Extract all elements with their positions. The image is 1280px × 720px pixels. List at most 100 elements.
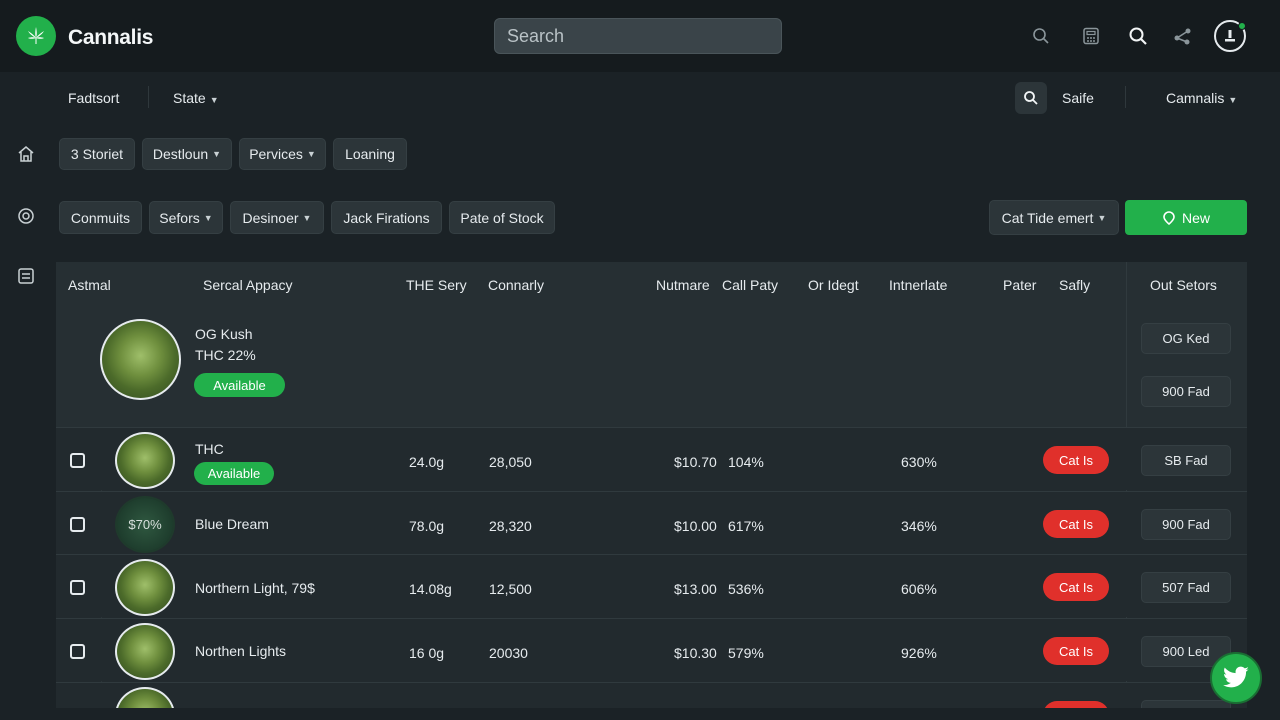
table-header: Astmal Sercal Appacy THE Sery Connarly N…	[56, 262, 1247, 307]
column-header[interactable]: Or Idegt	[808, 277, 859, 293]
product-name: Northern Light, 79$	[195, 580, 315, 596]
safe-search-button[interactable]	[1015, 82, 1047, 114]
price-cell: $10.00	[674, 518, 717, 534]
divider	[148, 86, 149, 108]
column-header[interactable]: Out Setors	[1150, 277, 1217, 293]
share-icon[interactable]	[1173, 26, 1193, 46]
status-tag[interactable]: Cat Is	[1043, 446, 1109, 474]
user-icon	[1225, 30, 1235, 42]
column-header[interactable]: Safly	[1059, 277, 1091, 293]
search-icon[interactable]	[1031, 26, 1051, 46]
product-image	[100, 319, 181, 400]
filter-chip-desinoer[interactable]: Desinoer ▼	[230, 201, 324, 234]
row-checkbox[interactable]	[70, 580, 85, 595]
column-header[interactable]: Intnerlate	[889, 277, 948, 293]
cannabis-logo-icon[interactable]	[16, 16, 56, 56]
account-dropdown[interactable]: Camnalis ▼	[1166, 90, 1237, 106]
new-button[interactable]: New	[1125, 200, 1247, 235]
filter-chip-stories[interactable]: 3 Storiet	[59, 138, 135, 170]
filter-chip-pervices[interactable]: Pervices ▼	[239, 138, 326, 170]
price-cell: $10.30	[674, 645, 717, 661]
chip-label: Sefors	[159, 209, 200, 226]
target-icon[interactable]	[16, 206, 36, 226]
column-header[interactable]: Connarly	[488, 277, 545, 293]
chip-label: Pervices	[249, 146, 303, 162]
percent-cell: 617%	[728, 518, 764, 534]
search-icon	[1024, 91, 1038, 105]
twitter-share-button[interactable]	[1210, 652, 1262, 704]
search-input[interactable]	[494, 18, 782, 54]
chip-label: 3 Storiet	[70, 146, 124, 162]
chip-label: Loaning	[345, 146, 395, 162]
product-image	[115, 623, 175, 680]
column-header[interactable]: Astmal	[68, 277, 111, 293]
table-row[interactable]	[56, 682, 1247, 708]
action-button[interactable]: 507 Fad	[1141, 572, 1231, 603]
weight-cell: 78.0g	[409, 518, 445, 534]
quantity-cell: 28,050	[489, 454, 532, 470]
chevron-down-icon: ▼	[212, 149, 222, 159]
action-button[interactable]: 900 Fad	[1141, 509, 1231, 540]
home-icon[interactable]	[16, 144, 36, 164]
table-row[interactable]: Northen Lights 16 0g 20030 $10.30 579% 9…	[56, 618, 1247, 681]
status-tag[interactable]: Cat Is	[1043, 573, 1109, 601]
chip-label: Jack Firations	[343, 209, 430, 226]
column-header[interactable]: Pater	[1003, 277, 1037, 293]
subnav-safe-label: Saife	[1062, 90, 1094, 106]
row-checkbox[interactable]	[70, 644, 85, 659]
featured-row[interactable]: OG Kush THC 22% Available OG Ked 900 Fad	[56, 307, 1247, 427]
product-image: $70%	[115, 496, 175, 553]
subnav-item-fadtsort[interactable]: Fadtsort	[68, 90, 120, 106]
subnav-item-state[interactable]: State ▼	[173, 90, 219, 106]
status-tag[interactable]	[1043, 701, 1109, 708]
table-row[interactable]: Northern Light, 79$ 14.08g 12,500 $13.00…	[56, 554, 1247, 617]
list-icon[interactable]	[16, 266, 36, 286]
search-alt-icon[interactable]	[1128, 26, 1148, 46]
inventory-table: Astmal Sercal Appacy THE Sery Connarly N…	[56, 262, 1247, 708]
status-badge: Available	[194, 462, 274, 485]
calculator-icon[interactable]	[1081, 26, 1101, 46]
action-button[interactable]	[1141, 700, 1231, 708]
filter-chip-pate-of-stock[interactable]: Pate of Stock	[449, 201, 555, 234]
rate-cell: 606%	[901, 581, 937, 597]
rate-cell: 926%	[901, 645, 937, 661]
table-row[interactable]: $70% Blue Dream 78.0g 28,320 $10.00 617%…	[56, 491, 1247, 554]
table-row[interactable]: THC Available 24.0g 28,050 $10.70 104% 6…	[56, 427, 1247, 490]
divider	[1125, 86, 1126, 108]
filter-chip-loaning[interactable]: Loaning	[333, 138, 407, 170]
status-badge: Available	[194, 373, 285, 397]
column-header[interactable]: Nutmare	[656, 277, 710, 293]
action-button[interactable]: SB Fad	[1141, 445, 1231, 476]
product-image	[115, 687, 175, 708]
quantity-cell: 20030	[489, 645, 528, 661]
chevron-down-icon: ▼	[203, 212, 213, 223]
chip-label: Destloun	[152, 146, 209, 162]
account-label: Camnalis	[1166, 90, 1225, 106]
price-cell: $10.70	[674, 454, 717, 470]
row-checkbox[interactable]	[70, 517, 85, 532]
status-tag[interactable]: Cat Is	[1043, 637, 1109, 665]
chevron-down-icon: ▼	[1097, 212, 1107, 223]
sub-nav: Fadtsort State ▼ Saife Camnalis ▼	[0, 72, 1280, 124]
weight-cell: 14.08g	[409, 581, 452, 597]
chevron-down-icon: ▼	[306, 149, 316, 159]
filter-chip-jack-firations[interactable]: Jack Firations	[331, 201, 442, 234]
quantity-cell: 12,500	[489, 581, 532, 597]
quantity-cell: 28,320	[489, 518, 532, 534]
filter-chip-destloun[interactable]: Destloun ▼	[142, 138, 232, 170]
status-tag[interactable]: Cat Is	[1043, 510, 1109, 538]
action-button[interactable]: 900 Fad	[1141, 376, 1231, 407]
user-avatar[interactable]	[1214, 20, 1246, 52]
column-header[interactable]: Call Paty	[722, 277, 779, 293]
percent-cell: 104%	[728, 454, 764, 470]
product-thc: THC 22%	[195, 347, 256, 363]
column-header[interactable]: THE Sery	[406, 277, 467, 293]
filter-chip-conmuits[interactable]: Conmuits	[59, 201, 142, 234]
twitter-icon	[1223, 666, 1249, 688]
sort-dropdown[interactable]: Cat Tide emert ▼	[989, 200, 1119, 235]
row-checkbox[interactable]	[70, 453, 85, 468]
rate-cell: 346%	[901, 518, 937, 534]
column-header[interactable]: Sercal Appacy	[203, 277, 293, 293]
filter-chip-sefors[interactable]: Sefors ▼	[149, 201, 223, 234]
action-button[interactable]: OG Ked	[1141, 323, 1231, 354]
